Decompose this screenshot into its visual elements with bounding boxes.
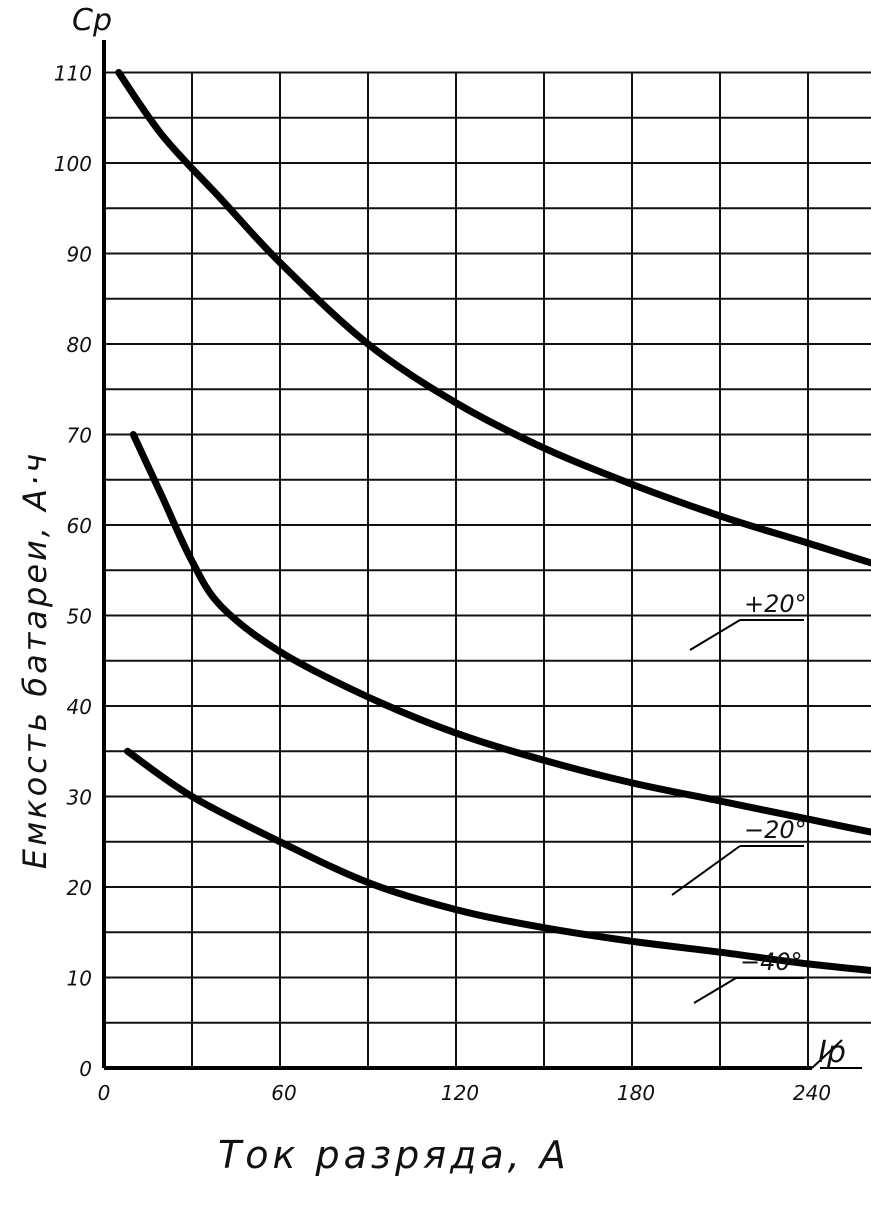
label-plus-20: +20° <box>744 590 807 618</box>
y-tick-label: 0 <box>79 1057 92 1081</box>
y-tick-label: 70 <box>67 424 92 448</box>
x-tick-label: 60 <box>271 1081 296 1105</box>
x-tick-label: 240 <box>793 1081 831 1105</box>
y-tick-label: 50 <box>67 605 92 629</box>
label-leader-line <box>671 845 741 896</box>
label-leader-line <box>693 977 737 1004</box>
y-tick-label: 90 <box>67 243 92 267</box>
curve-plus-20 <box>115 69 871 567</box>
tick-labels: 0601201802403003604200102030405060708090… <box>54 62 831 1106</box>
y-tick-label: 100 <box>54 152 92 176</box>
label-leader-line <box>689 619 741 651</box>
y-tick-label: 10 <box>67 967 92 991</box>
x-axis-title: Ток разряда, А <box>218 1133 570 1177</box>
x-tick-label: 180 <box>617 1081 655 1105</box>
curve-minus-20 <box>129 431 871 836</box>
label-minus-20: −20° <box>744 816 807 844</box>
x-axis-end-stroke <box>811 1039 843 1069</box>
y-tick-label: 20 <box>67 876 92 900</box>
curves <box>115 69 871 975</box>
y-tick-label: 80 <box>67 333 92 357</box>
grid <box>104 71 871 1068</box>
y-tick-label: 30 <box>67 786 92 810</box>
y-axis-title: Емкость батареи, А·ч <box>16 451 54 869</box>
curve-minus-40 <box>124 747 871 975</box>
x-tick-label: 120 <box>441 1081 479 1105</box>
x-axis-symbol: Iр <box>818 1035 846 1070</box>
y-tick-label: 110 <box>54 62 92 86</box>
y-tick-label: 60 <box>67 514 92 538</box>
label-minus-40: −40° <box>740 948 803 976</box>
y-axis-symbol: Cр <box>72 3 112 38</box>
x-tick-label: 0 <box>98 1081 111 1105</box>
axes <box>102 40 862 1070</box>
y-tick-label: 40 <box>67 695 92 719</box>
curve-labels: +20° −20° −40° <box>671 590 807 1004</box>
